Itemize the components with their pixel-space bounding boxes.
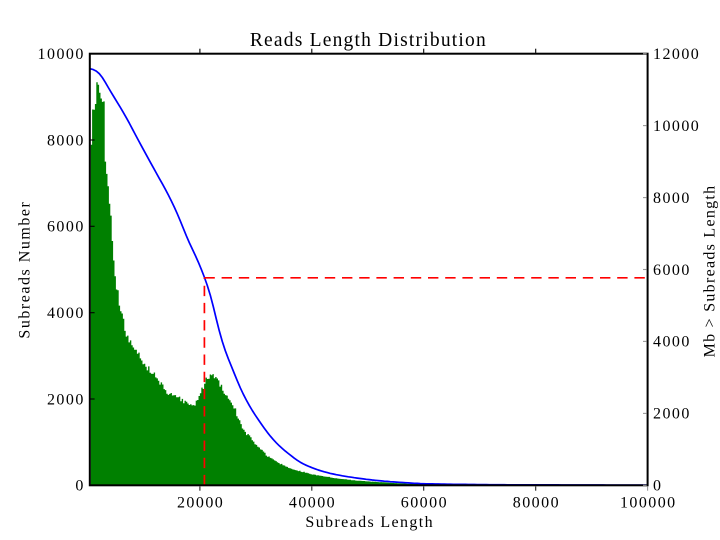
svg-text:2000: 2000 — [653, 406, 691, 423]
svg-text:0: 0 — [653, 478, 662, 495]
svg-text:6000: 6000 — [47, 219, 85, 236]
svg-text:8000: 8000 — [653, 190, 691, 207]
svg-text:80000: 80000 — [513, 494, 560, 511]
svg-text:2000: 2000 — [47, 391, 85, 408]
svg-text:20000: 20000 — [177, 494, 224, 511]
svg-text:4000: 4000 — [653, 334, 691, 351]
svg-text:12000: 12000 — [653, 46, 700, 63]
svg-text:10000: 10000 — [653, 118, 700, 135]
svg-text:4000: 4000 — [47, 305, 85, 322]
svg-text:0: 0 — [75, 478, 84, 495]
svg-text:Reads Length Distribution: Reads Length Distribution — [250, 30, 487, 51]
svg-text:Subreads Length: Subreads Length — [305, 514, 434, 531]
svg-text:100000: 100000 — [620, 494, 677, 511]
svg-text:8000: 8000 — [47, 132, 85, 149]
svg-text:6000: 6000 — [653, 262, 691, 279]
svg-text:Subreads Number: Subreads Number — [17, 201, 34, 339]
svg-text:10000: 10000 — [38, 46, 85, 63]
svg-text:40000: 40000 — [289, 494, 336, 511]
svg-text:60000: 60000 — [401, 494, 448, 511]
svg-text:Mb > Subreads Length: Mb > Subreads Length — [702, 185, 719, 358]
